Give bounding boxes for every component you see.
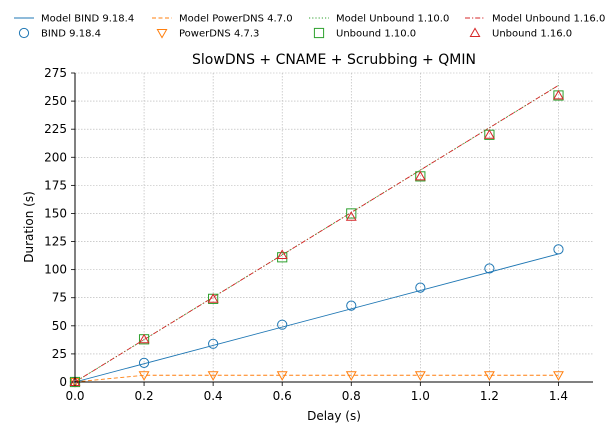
x-axis-title: Delay (s) <box>307 409 361 423</box>
data-point-0-7 <box>553 244 564 255</box>
series-markers <box>69 89 564 388</box>
y-tick-label: 200 <box>44 150 67 164</box>
legend-label-model-1: Model PowerDNS 4.7.0 <box>179 14 293 25</box>
legend-label-measured-1: PowerDNS 4.7.3 <box>179 29 259 40</box>
data-point-1-2 <box>207 371 219 381</box>
x-tick-label: 0.6 <box>273 389 292 403</box>
x-axis-ticks: 0.0 0.2 0.4 0.6 0.8 1.0 1.2 1.4 <box>65 382 568 403</box>
y-tick-label: 250 <box>44 94 67 108</box>
y-axis-title: Duration (s) <box>22 191 36 263</box>
data-point-0-5 <box>415 282 426 293</box>
legend-label-model-0: Model BIND 9.18.4 <box>41 14 134 25</box>
x-tick-label: 0.8 <box>342 389 361 403</box>
model-line-0 <box>74 253 559 383</box>
data-point-3-1 <box>138 333 150 344</box>
data-point-1-5 <box>414 371 426 381</box>
data-point-1-7 <box>553 371 564 381</box>
y-tick-label: 175 <box>44 178 67 192</box>
x-tick-label: 0.0 <box>65 389 84 403</box>
x-tick-label: 1.0 <box>411 389 430 403</box>
y-tick-label: 275 <box>44 66 67 80</box>
y-tick-label: 0 <box>59 375 67 389</box>
y-tick-label: 150 <box>44 206 67 220</box>
x-tick-label: 1.4 <box>549 389 568 403</box>
y-tick-label: 75 <box>52 291 67 305</box>
grid <box>75 72 593 382</box>
data-point-0-4 <box>346 300 357 311</box>
model-line-1 <box>74 374 559 383</box>
legend: Model BIND 9.18.4 Model PowerDNS 4.7.0 Mod… <box>14 14 605 40</box>
data-point-3-2 <box>207 293 219 303</box>
legend-label-model-2: Model Unbound 1.10.0 <box>336 14 449 25</box>
legend-marker-1 <box>156 29 168 39</box>
y-axis-ticks: 0 25 50 75 100 125 150 175 200 225 250 275 <box>44 66 75 389</box>
data-point-3-5 <box>414 170 426 181</box>
legend-label-measured-2: Unbound 1.10.0 <box>336 29 416 40</box>
data-point-3-6 <box>483 129 495 139</box>
y-tick-label: 25 <box>52 347 67 361</box>
data-point-1-3 <box>276 371 288 381</box>
data-point-3-7 <box>553 89 564 100</box>
data-point-0-1 <box>138 357 150 368</box>
data-point-2-3 <box>277 252 288 263</box>
series-lines <box>74 84 559 383</box>
data-point-0-6 <box>484 263 495 274</box>
data-point-2-4 <box>346 208 357 219</box>
y-tick-label: 225 <box>44 122 67 136</box>
y-tick-label: 100 <box>44 263 67 277</box>
chart-title: SlowDNS + CNAME + Scrubbing + QMIN <box>192 52 476 68</box>
data-point-1-6 <box>483 371 495 381</box>
y-tick-label: 50 <box>52 319 67 333</box>
data-point-0-2 <box>208 338 219 349</box>
x-tick-label: 0.4 <box>204 389 223 403</box>
data-point-3-3 <box>276 249 288 259</box>
legend-marker-3 <box>469 27 481 37</box>
legend-marker-2 <box>313 27 325 39</box>
data-point-0-3 <box>277 319 288 330</box>
model-line-3 <box>74 84 559 383</box>
legend-label-measured-3: Unbound 1.16.0 <box>492 29 572 40</box>
legend-label-measured-0: BIND 9.18.4 <box>41 29 101 40</box>
x-tick-label: 0.2 <box>135 389 154 403</box>
data-point-3-4 <box>345 211 357 221</box>
legend-label-model-3: Model Unbound 1.16.0 <box>492 14 605 25</box>
legend-marker-0 <box>18 27 30 39</box>
data-point-1-4 <box>345 371 357 381</box>
axes <box>74 73 593 383</box>
y-tick-label: 125 <box>44 235 67 249</box>
x-tick-label: 1.2 <box>480 389 499 403</box>
data-point-1-1 <box>138 371 150 381</box>
